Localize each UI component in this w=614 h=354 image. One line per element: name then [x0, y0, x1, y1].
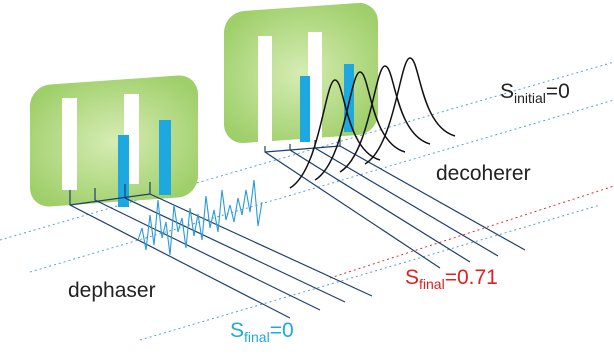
page: {"labels": { "dephaser": "dephaser", "de… [0, 0, 614, 354]
slit [258, 36, 272, 146]
dephaser-plate [30, 74, 198, 208]
subscript: initial [514, 90, 546, 106]
rest: =0.71 [445, 266, 498, 289]
symbol: S [405, 266, 419, 289]
guide-line [330, 186, 614, 278]
guide-line [140, 205, 600, 340]
s-final-dephaser-label: Sfinal=0 [230, 319, 294, 345]
plate [30, 74, 198, 208]
blue-bar [300, 76, 310, 142]
symbol: S [230, 319, 244, 342]
ray [265, 146, 340, 152]
slit [62, 98, 77, 190]
ray [340, 138, 525, 250]
decoherer-label: decoherer [436, 162, 531, 185]
diagram: dephaser decoherer Sinitial=0 Sfinal=0.7… [0, 0, 614, 354]
decoherer-plate [224, 2, 378, 146]
ray [150, 182, 372, 296]
subscript: final [419, 276, 445, 292]
ray [315, 140, 498, 256]
blue-bar [344, 64, 354, 132]
slit [308, 32, 322, 140]
decoherer-rays [265, 138, 525, 268]
blue-bar [118, 135, 129, 207]
ray [265, 146, 440, 268]
rest: =0 [546, 80, 570, 103]
symbol: S [500, 80, 514, 103]
rest: =0 [270, 319, 294, 342]
subscript: final [244, 329, 270, 345]
s-initial-label: Sinitial=0 [500, 80, 570, 106]
dephaser-label: dephaser [68, 279, 156, 302]
gaussian [365, 58, 455, 164]
blue-bar [159, 120, 171, 195]
s-final-decoherer-label: Sfinal=0.71 [405, 266, 498, 292]
